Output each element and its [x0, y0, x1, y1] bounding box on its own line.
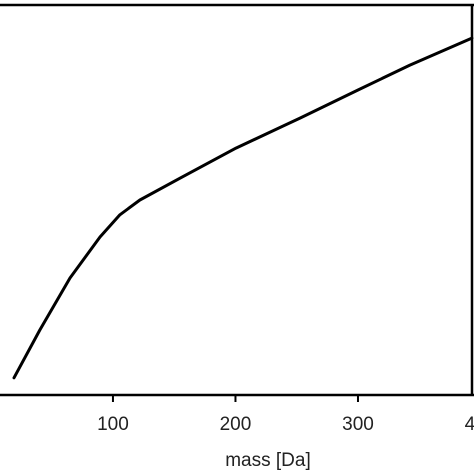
line [12, 36, 474, 380]
x-tick-label: 200 [220, 414, 252, 435]
x-tick-label: 400 [465, 414, 474, 435]
x-tick-label: 300 [342, 414, 374, 435]
x-axis-label: mass [Da] [225, 450, 311, 471]
x-tick-label: 100 [97, 414, 129, 435]
